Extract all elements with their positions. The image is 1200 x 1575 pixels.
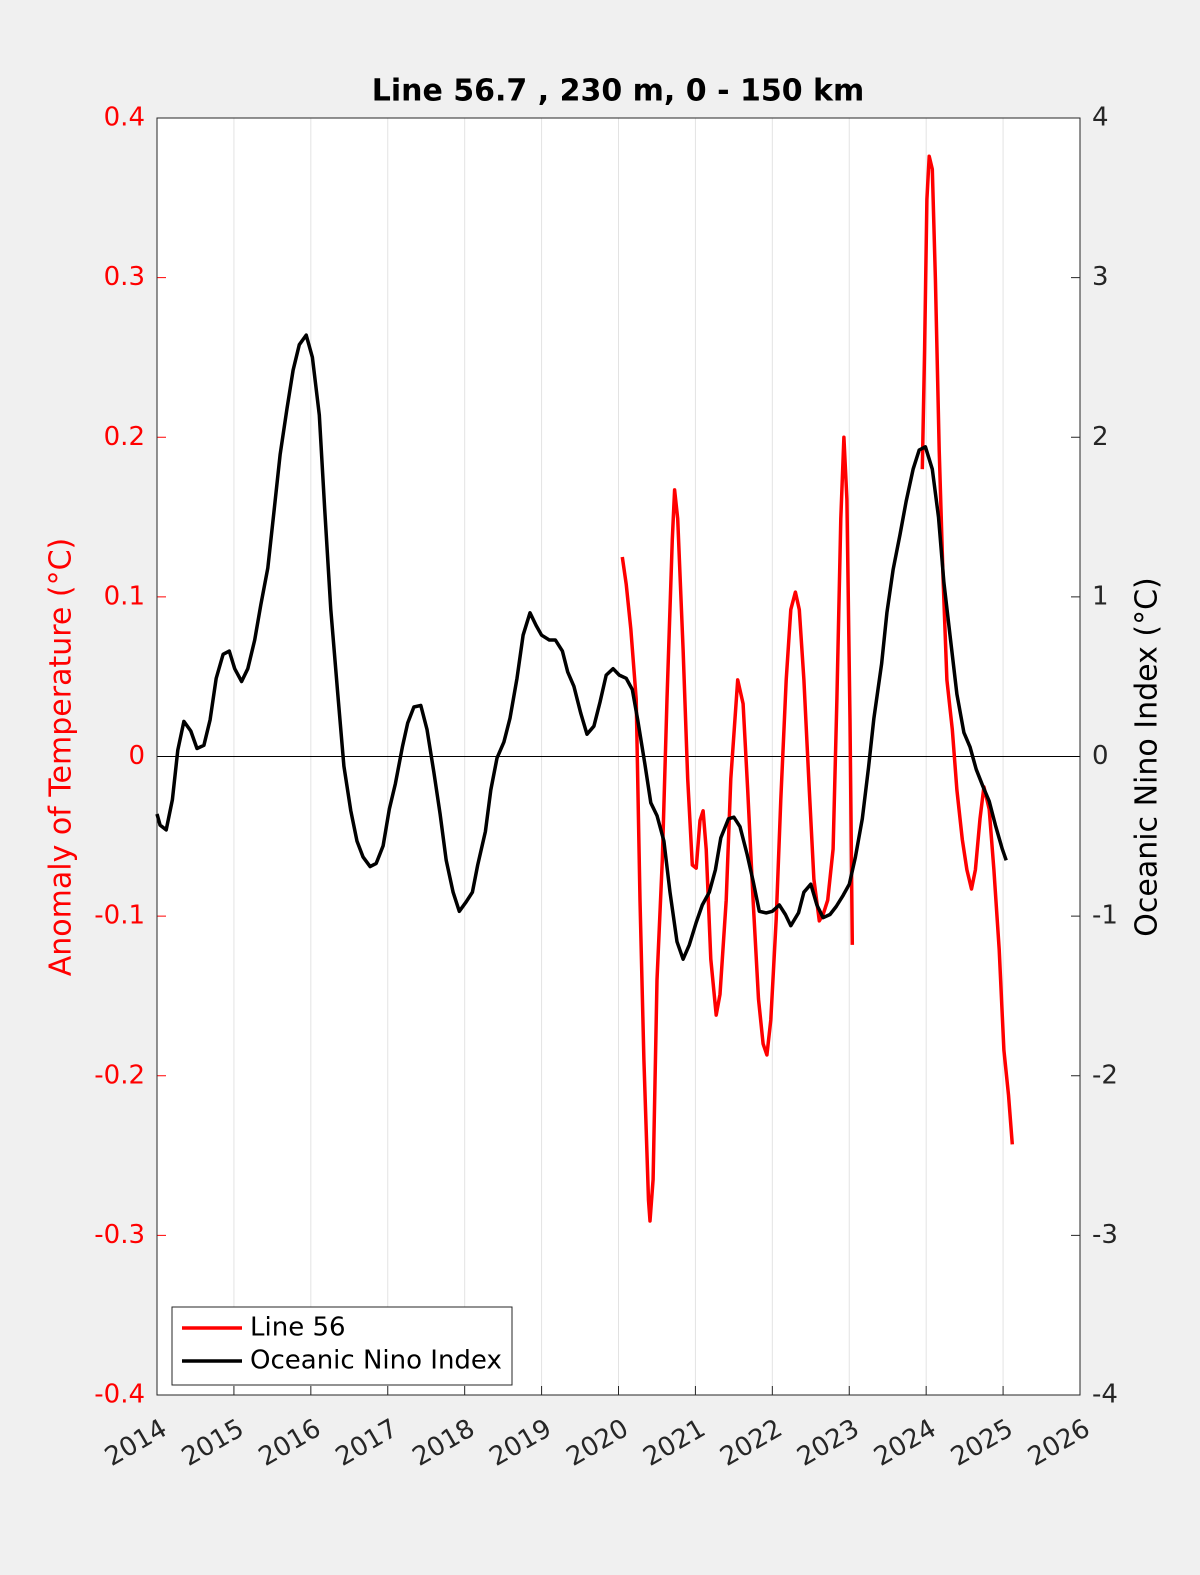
x-tick-label: 2017: [331, 1414, 403, 1473]
y2-tick-label: 4: [1092, 103, 1109, 133]
x-tick-label: 2022: [715, 1414, 787, 1473]
x-tick-label: 2015: [177, 1414, 249, 1473]
x-tick-label: 2019: [485, 1414, 557, 1473]
y-tick-label: 0: [128, 741, 145, 771]
x-tick-label: 2014: [100, 1414, 172, 1473]
y2-tick-label: -1: [1092, 901, 1118, 931]
chart-title: Line 56.7 , 230 m, 0 - 150 km: [372, 74, 865, 109]
x-tick-label: 2026: [1023, 1414, 1095, 1473]
plot-frame: [156, 117, 1081, 1396]
y-tick-label: 0.3: [104, 262, 145, 292]
y-tick-label: -0.3: [94, 1220, 145, 1250]
y2-tick-label: 2: [1092, 422, 1109, 452]
y2-tick-label: -2: [1092, 1060, 1118, 1090]
x-tick-label: 2020: [561, 1414, 633, 1473]
x-tick-label: 2024: [869, 1414, 941, 1473]
x-tick-label: 2021: [638, 1414, 710, 1473]
legend-box: [171, 1306, 513, 1386]
series-line: [155, 333, 1008, 961]
y2-tick-label: -4: [1092, 1380, 1118, 1410]
x-tick-label: 2016: [254, 1414, 326, 1473]
x-tick-label: 2023: [792, 1414, 864, 1473]
y-tick-label: 0.4: [104, 103, 145, 133]
x-tick-label: 2025: [946, 1414, 1018, 1473]
y-tick-label: 0.1: [104, 581, 145, 611]
y-axis-label: Anomaly of Temperature (°C): [44, 538, 79, 977]
legend-label: Line 56: [250, 1313, 346, 1343]
y-tick-label: -0.2: [94, 1060, 145, 1090]
y2-tick-label: 0: [1092, 741, 1109, 771]
legend-label: Oceanic Nino Index: [250, 1346, 502, 1376]
y2-tick-label: 1: [1092, 581, 1109, 611]
y-tick-label: -0.1: [94, 901, 145, 931]
y2-tick-label: -3: [1092, 1220, 1118, 1250]
y-tick-label: -0.4: [94, 1380, 145, 1410]
y2-tick-label: 3: [1092, 262, 1109, 292]
series-line: [620, 154, 1015, 1223]
y2-axis-label: Oceanic Nino Index (°C): [1130, 577, 1165, 937]
y-tick-label: 0.2: [104, 422, 145, 452]
x-tick-label: 2018: [408, 1414, 480, 1473]
